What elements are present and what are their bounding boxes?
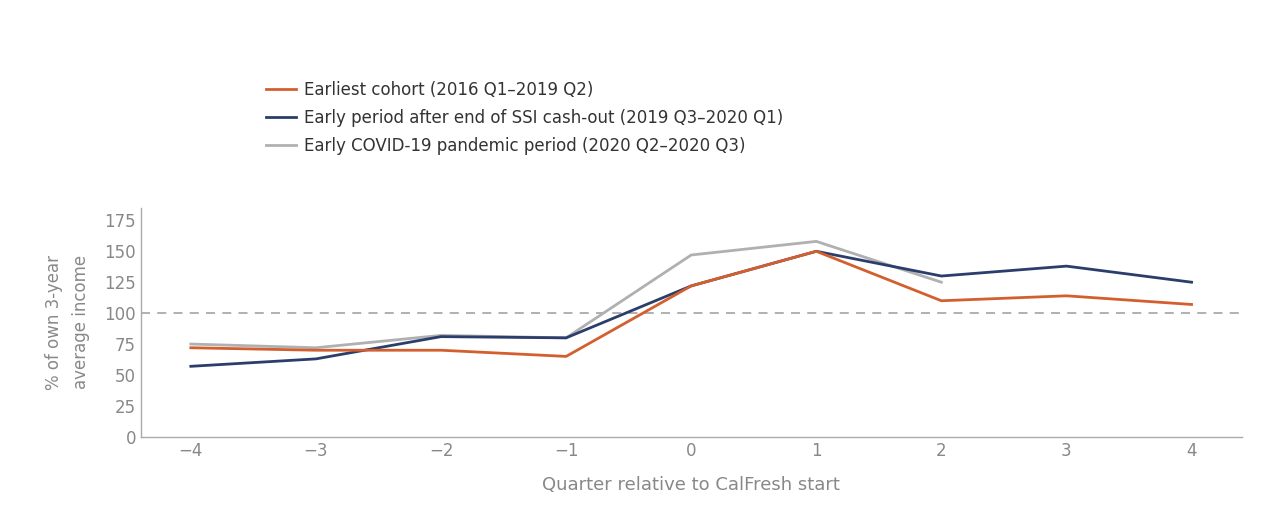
Legend: Earliest cohort (2016 Q1–2019 Q2), Early period after end of SSI cash-out (2019 : Earliest cohort (2016 Q1–2019 Q2), Early… <box>260 74 790 162</box>
X-axis label: Quarter relative to CalFresh start: Quarter relative to CalFresh start <box>543 476 840 495</box>
Y-axis label: % of own 3-year
average income: % of own 3-year average income <box>45 255 91 390</box>
